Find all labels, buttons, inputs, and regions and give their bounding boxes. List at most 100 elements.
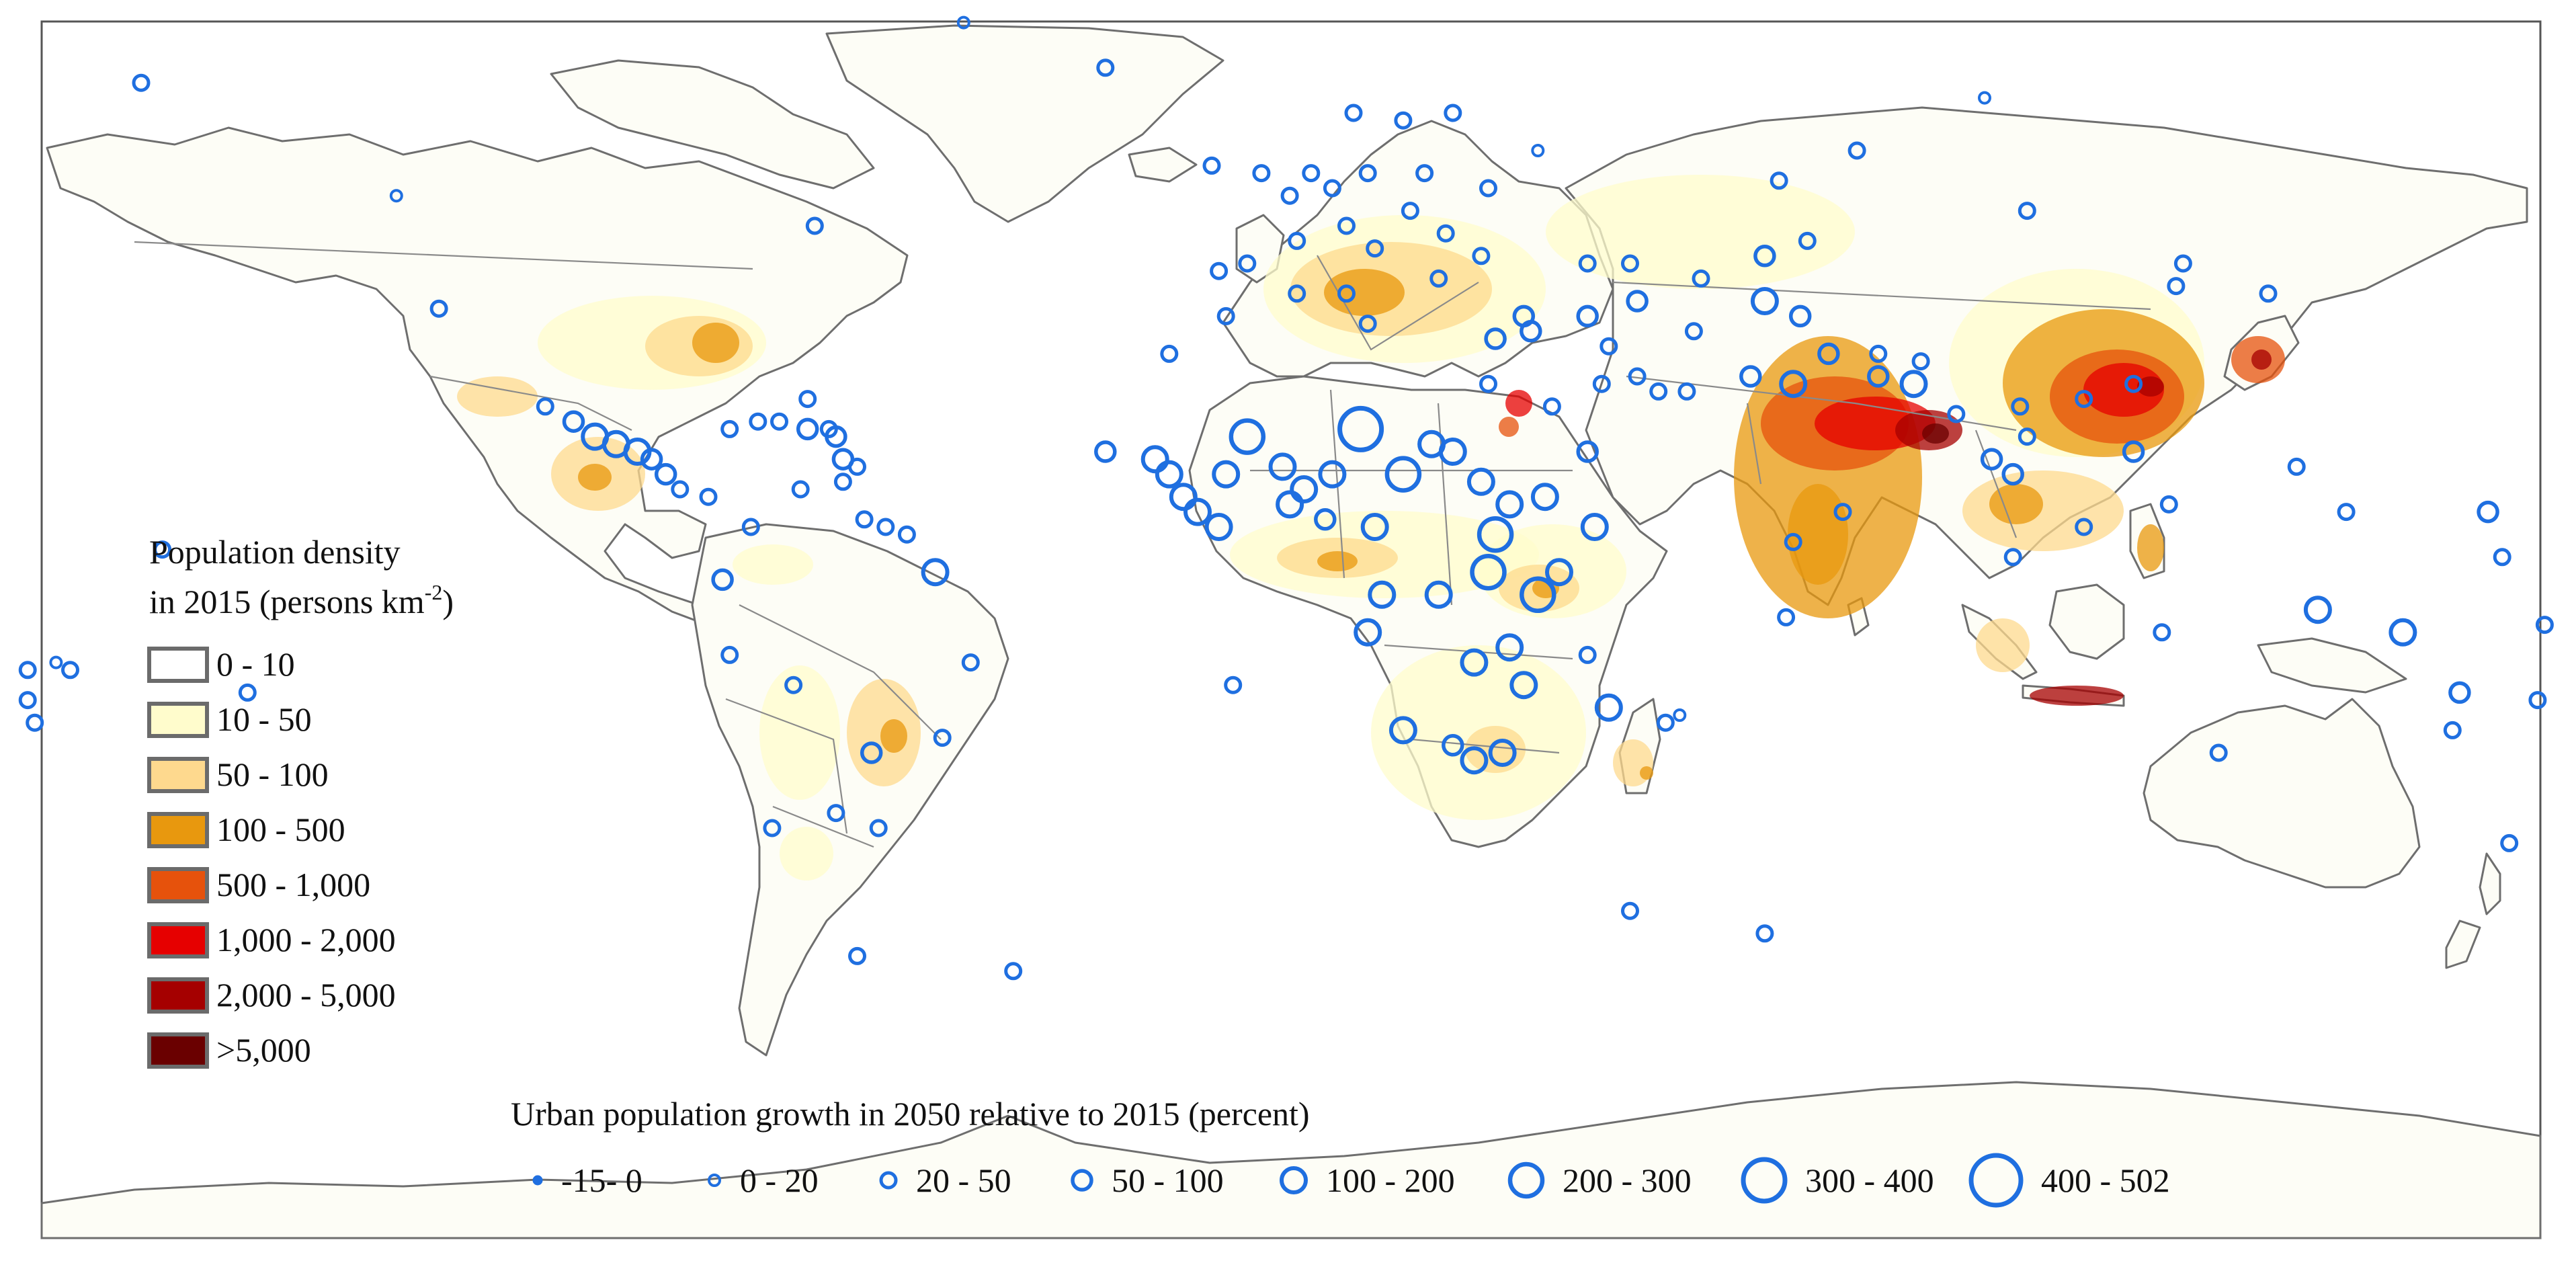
density-patch: [1922, 423, 1949, 444]
growth-legend-circle: [1968, 1153, 2024, 1208]
urban-growth-circle: [1594, 693, 1623, 722]
density-patch: [1640, 766, 1653, 780]
urban-growth-circle: [1484, 327, 1507, 350]
urban-growth-circle: [1004, 962, 1023, 981]
growth-legend: Urban population growth in 2050 relative…: [511, 1095, 2170, 1208]
urban-growth-circle: [1626, 290, 1649, 313]
growth-legend-circle: [1280, 1166, 1308, 1194]
density-legend-title-line1: Population density: [149, 533, 401, 571]
urban-growth-circle: [819, 419, 838, 438]
urban-growth-circle: [1368, 580, 1397, 609]
density-legend-swatch: [147, 702, 209, 738]
urban-growth-circle: [876, 518, 895, 536]
urban-growth-circle: [1323, 179, 1341, 198]
urban-growth-circle: [1750, 287, 1779, 315]
density-legend-swatch: [147, 867, 209, 903]
urban-growth-circle: [2443, 721, 2462, 739]
growth-legend-rows: -15- 0 0 - 20 20 - 50 50 - 100 100 - 200 200 …: [532, 1153, 2170, 1208]
urban-growth-circle: [1155, 460, 1183, 489]
urban-growth-circle: [1302, 164, 1321, 183]
new-zealand-south: [2445, 919, 2481, 969]
urban-growth-circle: [1847, 141, 1866, 160]
urban-growth-circle: [1358, 164, 1377, 183]
urban-growth-circle: [1415, 164, 1434, 183]
urban-growth-circle: [1229, 418, 1266, 455]
urban-growth-circle: [1980, 448, 2003, 470]
urban-growth-circle: [1833, 503, 1852, 522]
urban-growth-circle: [741, 518, 760, 536]
growth-legend-circle: [879, 1171, 898, 1190]
border-asia-2: [1626, 375, 2017, 432]
urban-growth-circle: [1388, 716, 1417, 745]
urban-growth-circle: [1899, 370, 1928, 399]
urban-growth-circle: [2167, 277, 2186, 296]
density-patch: [1788, 484, 1848, 585]
new-zealand: [2479, 852, 2501, 915]
antarctica: [40, 1081, 2542, 1239]
urban-growth-circle: [1542, 397, 1561, 416]
density-legend-label: 1,000 - 2,000: [216, 921, 396, 958]
urban-growth-circle: [1288, 284, 1306, 303]
growth-legend-label: 400 - 502: [2041, 1161, 2170, 1199]
density-legend-label: 100 - 500: [216, 811, 345, 848]
urban-growth-circle: [869, 819, 888, 837]
urban-growth-circle: [1576, 304, 1599, 328]
growth-legend-circle: [532, 1175, 543, 1186]
urban-growth-circle: [805, 216, 824, 235]
urban-growth-circle: [1436, 224, 1455, 243]
urban-growth-circle: [791, 480, 810, 499]
density-patch: [1962, 470, 2124, 551]
urban-growth-circle: [1869, 344, 1888, 363]
border-sa-1: [739, 604, 942, 740]
growth-legend-label: 100 - 200: [1326, 1161, 1455, 1199]
urban-growth-circle: [1788, 304, 1812, 328]
density-patch: [1317, 551, 1358, 571]
urban-growth-circle: [933, 729, 952, 747]
urban-growth-circle: [2493, 548, 2511, 567]
urban-growth-circle: [132, 73, 151, 92]
urban-growth-circle: [389, 189, 403, 203]
density-patch: [780, 827, 833, 881]
urban-growth-circle: [1739, 365, 1762, 388]
urban-growth-circle: [1424, 580, 1453, 609]
urban-growth-circle: [1673, 708, 1687, 722]
urban-growth-circle: [1649, 382, 1668, 401]
iceland: [1128, 147, 1198, 183]
border-asia-3: [1746, 403, 1762, 485]
density-legend-label: 2,000 - 5,000: [216, 976, 396, 1014]
urban-growth-circle: [796, 417, 819, 441]
urban-growth-circle: [1777, 608, 1796, 626]
urban-growth-circle: [1495, 490, 1524, 519]
urban-growth-circle: [1337, 284, 1356, 303]
urban-growth-circle: [848, 946, 866, 965]
density-legend-rows: 0 - 10 10 - 50 50 - 100 100 - 500 500 - 1,00…: [147, 645, 396, 1069]
density-legend-swatch: [147, 647, 209, 683]
border-asia-4: [1975, 429, 2018, 538]
urban-growth-circle: [1314, 508, 1337, 531]
urban-growth-circle: [897, 525, 916, 544]
border-africa-5: [1411, 738, 1560, 754]
urban-growth-circle: [749, 412, 767, 431]
urban-growth-circle: [827, 804, 845, 823]
density-patch: [1505, 390, 1532, 417]
urban-growth-circle: [833, 473, 852, 491]
urban-growth-circle: [429, 299, 448, 318]
density-legend-label: 0 - 10: [216, 645, 295, 683]
growth-legend-title: Urban population growth in 2050 relative…: [511, 1095, 1310, 1133]
urban-growth-circle: [1779, 370, 1808, 399]
urban-growth-circle: [1580, 513, 1609, 541]
urban-growth-circle: [1224, 676, 1243, 694]
density-legend-swatch: [147, 757, 209, 793]
urban-growth-circle: [1140, 445, 1169, 474]
urban-growth-circle: [720, 419, 739, 438]
urban-growth-circle: [1460, 746, 1489, 775]
density-patch: [2137, 524, 2164, 571]
density-patch: [2251, 350, 2272, 370]
urban-growth-circle: [536, 397, 554, 416]
greenland: [825, 24, 1224, 223]
urban-growth-circle: [2124, 374, 2143, 393]
urban-growth-circle: [1911, 352, 1930, 371]
urban-growth-circle: [1578, 645, 1597, 664]
urban-growth-circle: [1290, 475, 1319, 503]
